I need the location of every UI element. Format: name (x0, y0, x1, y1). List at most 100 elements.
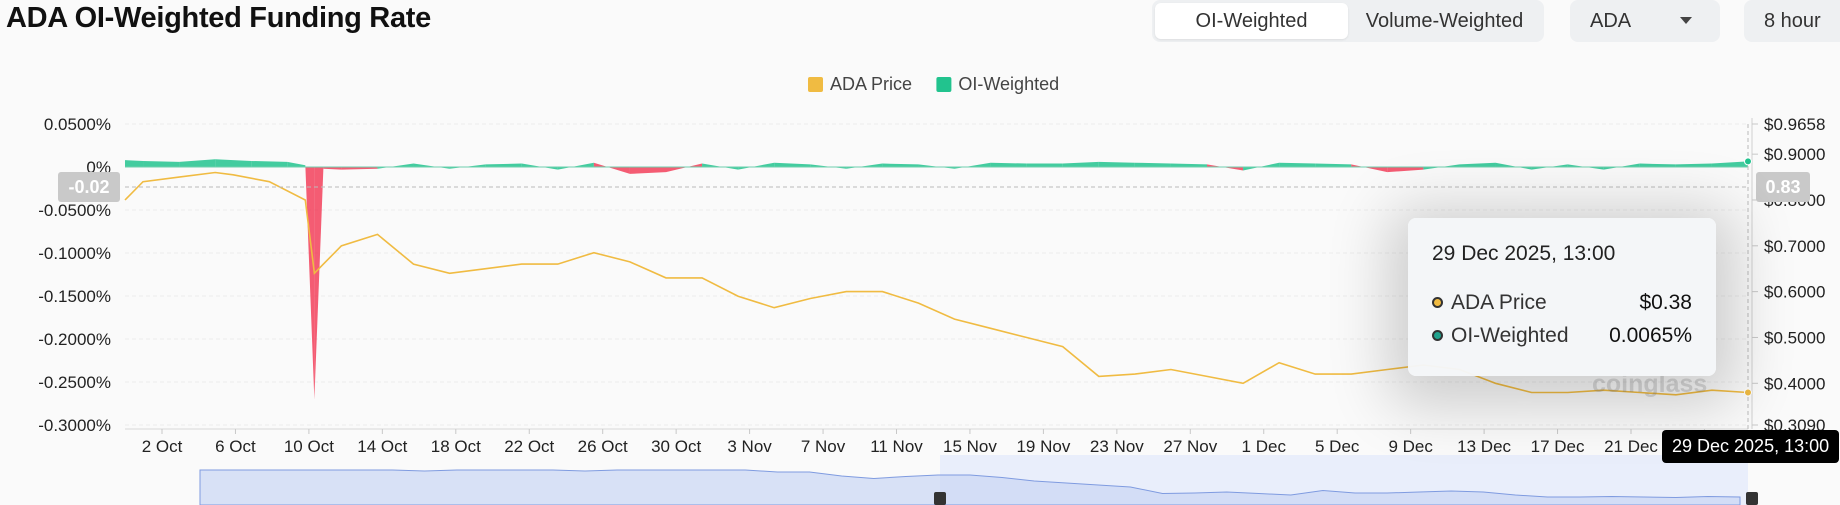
funding-segment (341, 167, 378, 170)
funding-segment (287, 161, 306, 167)
tooltip-row-price: ADA Price $0.38 (1432, 286, 1692, 319)
funding-segment (557, 162, 594, 170)
funding-segment (1315, 163, 1352, 167)
tooltip-row-funding: OI-Weighted 0.0065% (1432, 319, 1692, 352)
navigator-handle-1[interactable] (1746, 492, 1758, 505)
right-y-axis: $0.9658$0.9000$0.8000$0.7000$0.6000$0.50… (1751, 115, 1825, 435)
right-tick-label: $0.4000 (1764, 374, 1825, 393)
x-tick-label: 21 Dec (1604, 437, 1658, 456)
funding-dot-icon (1432, 330, 1443, 341)
x-tick-label: 13 Dec (1457, 437, 1511, 456)
right-tick-label: $0.9658 (1764, 115, 1825, 134)
x-tick-label: 26 Oct (578, 437, 628, 456)
x-tick-label: 17 Dec (1531, 437, 1585, 456)
left-tick-label: 0.0500% (44, 115, 111, 134)
left-tick-label: -0.2500% (38, 373, 111, 392)
right-tick-label: $0.6000 (1764, 283, 1825, 302)
weight-toggle: OI-Weighted Volume-Weighted (1152, 0, 1544, 42)
page-title: ADA OI-Weighted Funding Rate (6, 2, 431, 34)
asset-select-value: ADA (1590, 9, 1632, 32)
legend-label-0[interactable]: ADA Price (830, 74, 912, 94)
funding-segment (305, 165, 315, 400)
crosshair-left-value: -0.02 (58, 172, 120, 202)
x-tick-label: 6 Oct (215, 437, 256, 456)
x-tick-label: 14 Oct (357, 437, 407, 456)
funding-segment (377, 163, 414, 169)
x-tick-label: 3 Nov (727, 437, 772, 456)
x-tick-label: 2 Oct (142, 437, 183, 456)
oi-weighted-series (125, 159, 1748, 400)
funding-segment (593, 162, 630, 174)
funding-segment (1351, 164, 1388, 173)
funding-segment (882, 163, 919, 167)
funding-segment (1495, 162, 1532, 170)
x-tick-label: 27 Nov (1163, 437, 1217, 456)
left-y-axis: 0.0500%0%-0.0500%-0.1000%-0.1500%-0.2000… (38, 115, 111, 435)
funding-segment (1170, 163, 1207, 167)
chevron-down-icon (1680, 17, 1692, 24)
funding-segment (774, 162, 811, 167)
funding-segment (990, 162, 1027, 167)
funding-segment (1134, 162, 1171, 167)
x-tick-label: 5 Dec (1315, 437, 1360, 456)
funding-segment (215, 159, 252, 167)
navigator-handle-0[interactable] (934, 492, 946, 505)
chart-tooltip: 29 Dec 2025, 13:00 ADA Price $0.38 OI-We… (1408, 218, 1716, 376)
tab-volume-weighted[interactable]: Volume-Weighted (1348, 3, 1541, 39)
x-tick-label: 10 Oct (284, 437, 334, 456)
tooltip-price-label: ADA Price (1451, 290, 1547, 314)
x-tick-label: 1 Dec (1242, 437, 1287, 456)
funding-segment (143, 160, 180, 167)
funding-segment (738, 162, 775, 170)
funding-segment (314, 167, 324, 400)
x-tick-label: 23 Nov (1090, 437, 1144, 456)
tooltip-funding-label: OI-Weighted (1451, 323, 1569, 347)
funding-segment (666, 163, 703, 173)
x-tick-label: 11 Nov (870, 437, 923, 456)
funding-segment (1062, 161, 1099, 167)
price-dot-icon (1432, 297, 1443, 308)
funding-segment (1098, 161, 1135, 167)
x-tick-label: 22 Oct (504, 437, 554, 456)
funding-segment (485, 163, 522, 167)
x-tick-label: 19 Nov (1016, 437, 1070, 456)
right-tick-label: $0.5000 (1764, 328, 1825, 347)
funding-segment (125, 160, 144, 167)
crosshair (125, 124, 1752, 429)
funding-segment (846, 163, 883, 169)
tooltip-price-value: $0.38 (1639, 290, 1692, 314)
funding-marker (1744, 157, 1752, 166)
x-axis: 2 Oct 6 Oct 10 Oct 14 Oct 18 Oct 22 Oct 26 Oct… (125, 428, 1748, 456)
right-tick-label: $0.7000 (1764, 237, 1825, 256)
x-tick-label: 7 Nov (801, 437, 846, 456)
funding-segment (251, 160, 288, 167)
legend-label-1[interactable]: OI-Weighted (958, 74, 1059, 94)
range-navigator[interactable] (199, 455, 1758, 505)
left-tick-label: -0.2000% (38, 330, 111, 349)
interval-select-value: 8 hour (1764, 9, 1821, 32)
x-tick-label: 15 Nov (943, 437, 997, 456)
funding-segment (179, 159, 216, 167)
funding-segment (1387, 167, 1424, 173)
left-tick-label: -0.0500% (38, 201, 111, 220)
right-tick-label: $0.9000 (1764, 145, 1825, 164)
navigator-series (199, 469, 1741, 505)
funding-segment (1711, 161, 1748, 167)
tab-oi-weighted[interactable]: OI-Weighted (1155, 3, 1348, 39)
price-marker (1744, 388, 1752, 397)
funding-segment (629, 167, 666, 174)
legend-swatch-1[interactable] (936, 77, 952, 92)
legend-swatch-0[interactable] (808, 77, 823, 92)
funding-segment (1279, 162, 1316, 167)
crosshair-right-value: 0.83 (1756, 172, 1810, 202)
left-tick-label: -0.1000% (38, 244, 111, 263)
x-tick-label: 30 Oct (651, 437, 701, 456)
left-tick-label: -0.3000% (38, 416, 111, 435)
asset-select[interactable]: ADA (1570, 0, 1720, 42)
funding-segment (1459, 162, 1496, 167)
interval-select[interactable]: 8 hour ⌃⌄ (1744, 0, 1840, 42)
chart-legend: ADA Price OI-Weighted (808, 74, 1059, 94)
funding-segment (413, 163, 450, 169)
crosshair-time-badge: 29 Dec 2025, 13:00 (1662, 430, 1840, 463)
x-tick-label: 9 Dec (1388, 437, 1433, 456)
